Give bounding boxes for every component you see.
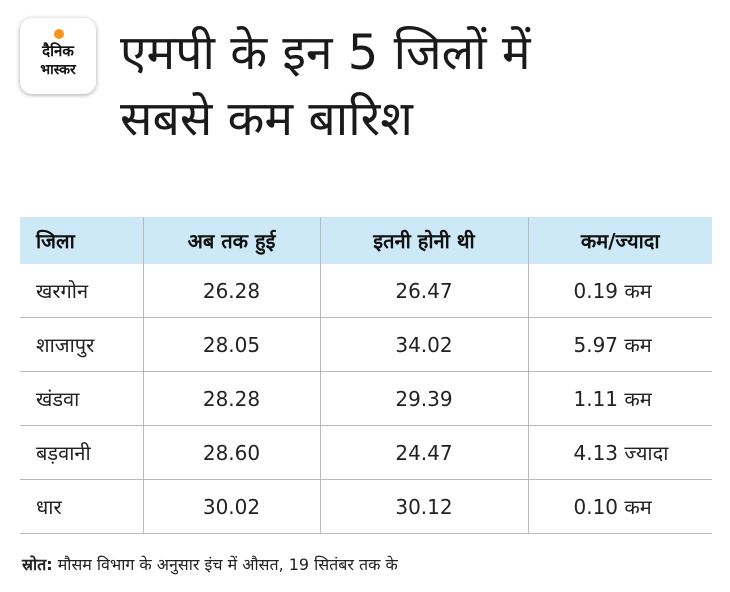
table-row: खंडवा 28.28 29.39 1.11 कम bbox=[20, 371, 712, 426]
cell-expected: 29.39 bbox=[320, 371, 529, 426]
page-title: एमपी के इन 5 जिलों में सबसे कम बारिश bbox=[120, 20, 720, 152]
cell-district: शाजापुर bbox=[20, 317, 144, 372]
cell-district: खरगोन bbox=[20, 264, 144, 318]
header-expected: इतनी होनी थी bbox=[320, 217, 529, 264]
cell-difference: 5.97 कम bbox=[528, 317, 712, 372]
cell-difference: 1.11 कम bbox=[528, 371, 712, 426]
table-row: शाजापुर 28.05 34.02 5.97 कम bbox=[20, 317, 712, 372]
cell-district: बड़वानी bbox=[20, 425, 144, 480]
cell-received: 28.05 bbox=[143, 317, 321, 372]
cell-district: खंडवा bbox=[20, 371, 144, 426]
table-header-row: जिला अब तक हुई इतनी होनी थी कम/ज्यादा bbox=[20, 217, 712, 264]
cell-expected: 26.47 bbox=[320, 264, 529, 318]
cell-difference: 0.10 कम bbox=[528, 479, 712, 534]
source-label: स्रोत: bbox=[22, 555, 53, 574]
header-district: जिला bbox=[20, 217, 144, 264]
table-row: बड़वानी 28.60 24.47 4.13 ज्यादा bbox=[20, 425, 712, 480]
title-line1: एमपी के इन 5 जिलों में bbox=[120, 25, 531, 81]
sun-icon bbox=[54, 29, 64, 39]
header-received: अब तक हुई bbox=[143, 217, 321, 264]
cell-expected: 30.12 bbox=[320, 479, 529, 534]
header-difference: कम/ज्यादा bbox=[528, 217, 712, 264]
rainfall-table-container: जिला अब तक हुई इतनी होनी थी कम/ज्यादा खर… bbox=[20, 217, 712, 534]
cell-district: धार bbox=[20, 479, 144, 534]
dainik-bhaskar-logo: दैनिक भास्कर bbox=[20, 18, 96, 94]
logo-text-line1: दैनिक bbox=[42, 42, 74, 60]
cell-expected: 24.47 bbox=[320, 425, 529, 480]
title-line2: सबसे कम बारिश bbox=[120, 91, 413, 147]
source-text: मौसम विभाग के अनुसार इंच में औसत, 19 सित… bbox=[52, 555, 398, 574]
source-note: स्रोत: मौसम विभाग के अनुसार इंच में औसत,… bbox=[22, 553, 398, 575]
table-row: खरगोन 26.28 26.47 0.19 कम bbox=[20, 264, 712, 318]
table-row: धार 30.02 30.12 0.10 कम bbox=[20, 479, 712, 534]
cell-received: 26.28 bbox=[143, 264, 321, 318]
cell-received: 30.02 bbox=[143, 479, 321, 534]
logo-text-line2: भास्कर bbox=[40, 62, 76, 78]
cell-received: 28.60 bbox=[143, 425, 321, 480]
cell-received: 28.28 bbox=[143, 371, 321, 426]
cell-expected: 34.02 bbox=[320, 317, 529, 372]
rainfall-table: जिला अब तक हुई इतनी होनी थी कम/ज्यादा खर… bbox=[20, 217, 712, 534]
cell-difference: 4.13 ज्यादा bbox=[528, 425, 712, 480]
cell-difference: 0.19 कम bbox=[528, 264, 712, 318]
